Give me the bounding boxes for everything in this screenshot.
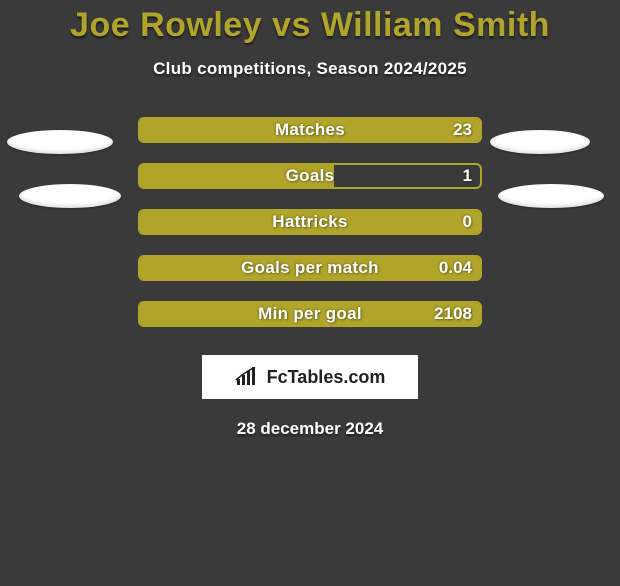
page-title: Joe Rowley vs William Smith bbox=[0, 6, 620, 45]
bar-value: 0 bbox=[412, 209, 472, 235]
decorative-oval bbox=[498, 184, 604, 208]
bar-value: 23 bbox=[412, 117, 472, 143]
bar-value: 2108 bbox=[412, 301, 472, 327]
decorative-oval bbox=[19, 184, 121, 208]
stat-row: Goals per match0.04 bbox=[0, 255, 620, 281]
date-line: 28 december 2024 bbox=[0, 419, 620, 439]
logo-text: FcTables.com bbox=[267, 367, 386, 388]
bar-value: 1 bbox=[412, 163, 472, 189]
decorative-oval bbox=[490, 130, 590, 154]
stat-row: Hattricks0 bbox=[0, 209, 620, 235]
page-subtitle: Club competitions, Season 2024/2025 bbox=[0, 59, 620, 79]
bar-value: 0.04 bbox=[412, 255, 472, 281]
barchart-icon bbox=[235, 367, 261, 387]
stat-row: Min per goal2108 bbox=[0, 301, 620, 327]
logo-box: FcTables.com bbox=[202, 355, 418, 399]
decorative-oval bbox=[7, 130, 113, 154]
